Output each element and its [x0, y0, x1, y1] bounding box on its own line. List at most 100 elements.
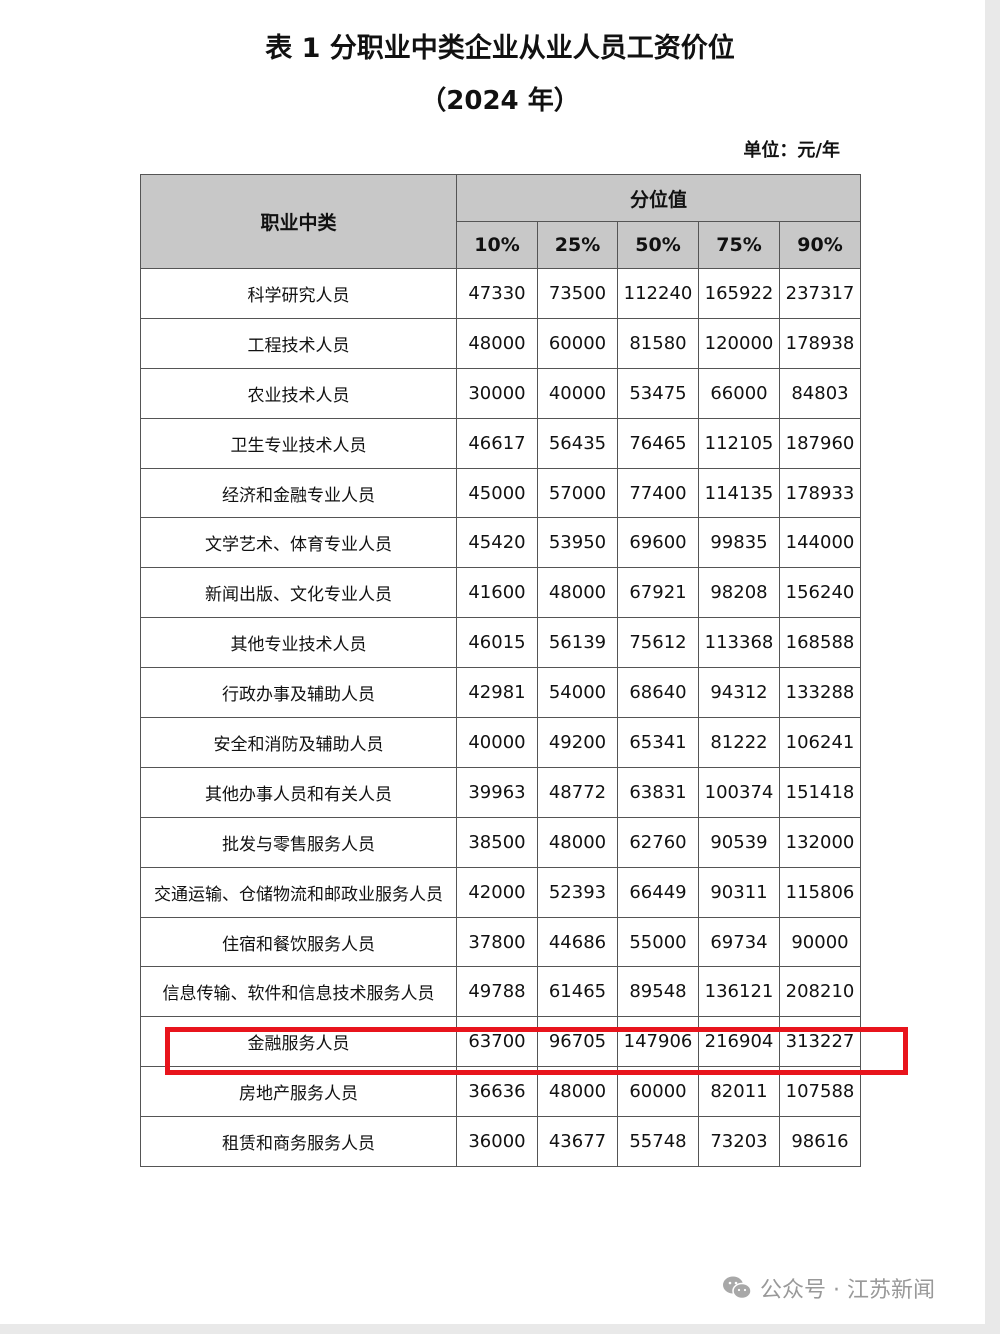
value-cell: 147906	[617, 1016, 699, 1068]
value-cell: 90311	[698, 866, 780, 918]
value-cell: 90000	[779, 916, 861, 968]
table-row: 批发与零售服务人员 38500 48000 62760 90539 132000	[140, 816, 861, 868]
value-cell: 115806	[779, 866, 861, 918]
value-cell: 136121	[698, 966, 780, 1018]
value-cell: 45420	[456, 517, 538, 569]
value-cell: 73500	[537, 268, 618, 319]
value-cell: 98208	[698, 567, 780, 619]
occupation-cell: 经济和金融专业人员	[140, 467, 457, 519]
header-percentile: 50%	[617, 221, 699, 269]
value-cell: 187960	[779, 417, 861, 469]
value-cell: 69734	[698, 916, 780, 968]
header-percentile: 75%	[698, 221, 780, 269]
table-row: 经济和金融专业人员 45000 57000 77400 114135 178933	[140, 467, 861, 519]
value-cell: 81222	[698, 717, 780, 768]
header-group: 分位值	[456, 174, 861, 222]
value-cell: 49200	[537, 717, 618, 768]
value-cell: 133288	[779, 667, 861, 719]
value-cell: 165922	[698, 268, 780, 319]
value-cell: 43677	[537, 1116, 618, 1168]
value-cell: 60000	[537, 317, 618, 369]
table-row: 金融服务人员 63700 96705 147906 216904 313227	[140, 1016, 861, 1068]
value-cell: 54000	[537, 667, 618, 719]
table-row: 科学研究人员 47330 73500 112240 165922 237317	[140, 268, 861, 319]
value-cell: 168588	[779, 617, 861, 669]
watermark-text: 公众号 · 江苏新闻	[760, 1278, 935, 1303]
value-cell: 208210	[779, 966, 861, 1018]
value-cell: 52393	[537, 866, 618, 918]
value-cell: 57000	[537, 467, 618, 519]
table-row: 农业技术人员 30000 40000 53475 66000 84803	[140, 367, 861, 419]
occupation-cell: 其他专业技术人员	[140, 617, 457, 669]
value-cell: 42000	[456, 866, 538, 918]
value-cell: 39963	[456, 766, 538, 818]
value-cell: 67921	[617, 567, 699, 619]
value-cell: 113368	[698, 617, 780, 669]
value-cell: 61465	[537, 966, 618, 1018]
value-cell: 112240	[617, 268, 699, 319]
value-cell: 151418	[779, 766, 861, 818]
value-cell: 81580	[617, 317, 699, 369]
value-cell: 73203	[698, 1116, 780, 1168]
value-cell: 44686	[537, 916, 618, 968]
value-cell: 46015	[456, 617, 538, 669]
occupation-cell: 金融服务人员	[140, 1016, 457, 1068]
value-cell: 178933	[779, 467, 861, 519]
occupation-cell: 农业技术人员	[140, 367, 457, 419]
value-cell: 112105	[698, 417, 780, 469]
page-title: 表 1 分职业中类企业从业人员工资价位	[265, 33, 735, 64]
wechat-icon	[723, 1276, 752, 1300]
value-cell: 65341	[617, 717, 699, 768]
occupation-cell: 文学艺术、体育专业人员	[140, 517, 457, 569]
value-cell: 90539	[698, 816, 780, 868]
value-cell: 48000	[456, 317, 538, 369]
value-cell: 66000	[698, 367, 780, 419]
occupation-cell: 新闻出版、文化专业人员	[140, 567, 457, 619]
table-row: 租赁和商务服务人员 36000 43677 55748 73203 98616	[140, 1116, 861, 1168]
value-cell: 45000	[456, 467, 538, 519]
occupation-cell: 信息传输、软件和信息技术服务人员	[140, 966, 457, 1018]
page-subtitle: （2024 年）	[420, 86, 580, 116]
table-row: 行政办事及辅助人员 42981 54000 68640 94312 133288	[140, 667, 861, 719]
value-cell: 94312	[698, 667, 780, 719]
value-cell: 30000	[456, 367, 538, 419]
value-cell: 144000	[779, 517, 861, 569]
value-cell: 53475	[617, 367, 699, 419]
value-cell: 56139	[537, 617, 618, 669]
occupation-cell: 卫生专业技术人员	[140, 417, 457, 469]
table-row: 其他专业技术人员 46015 56139 75612 113368 168588	[140, 617, 861, 669]
table-row: 住宿和餐饮服务人员 37800 44686 55000 69734 90000	[140, 916, 861, 968]
table-row: 交通运输、仓储物流和邮政业服务人员 42000 52393 66449 90311 115…	[140, 866, 861, 918]
value-cell: 47330	[456, 268, 538, 319]
occupation-cell: 安全和消防及辅助人员	[140, 717, 457, 768]
value-cell: 63700	[456, 1016, 538, 1068]
value-cell: 63831	[617, 766, 699, 818]
table-row: 卫生专业技术人员 46617 56435 76465 112105 187960	[140, 417, 861, 469]
value-cell: 84803	[779, 367, 861, 419]
unit-label: 单位：元/年	[743, 140, 840, 161]
value-cell: 237317	[779, 268, 861, 319]
occupation-cell: 工程技术人员	[140, 317, 457, 369]
header-percentile: 90%	[779, 221, 861, 269]
value-cell: 41600	[456, 567, 538, 619]
value-cell: 75612	[617, 617, 699, 669]
value-cell: 120000	[698, 317, 780, 369]
value-cell: 48000	[537, 567, 618, 619]
table-row: 安全和消防及辅助人员 40000 49200 65341 81222 106241	[140, 717, 861, 768]
table-row: 信息传输、软件和信息技术服务人员 49788 61465 89548 136121 208…	[140, 966, 861, 1018]
occupation-cell: 批发与零售服务人员	[140, 816, 457, 868]
value-cell: 46617	[456, 417, 538, 469]
value-cell: 55000	[617, 916, 699, 968]
header-category: 职业中类	[140, 174, 457, 269]
value-cell: 114135	[698, 467, 780, 519]
value-cell: 68640	[617, 667, 699, 719]
occupation-cell: 租赁和商务服务人员	[140, 1116, 457, 1168]
value-cell: 132000	[779, 816, 861, 868]
value-cell: 106241	[779, 717, 861, 768]
value-cell: 40000	[537, 367, 618, 419]
value-cell: 42981	[456, 667, 538, 719]
watermark: 公众号 · 江苏新闻	[722, 1272, 935, 1304]
value-cell: 49788	[456, 966, 538, 1018]
value-cell: 99835	[698, 517, 780, 569]
table-row: 工程技术人员 48000 60000 81580 120000 178938	[140, 317, 861, 369]
